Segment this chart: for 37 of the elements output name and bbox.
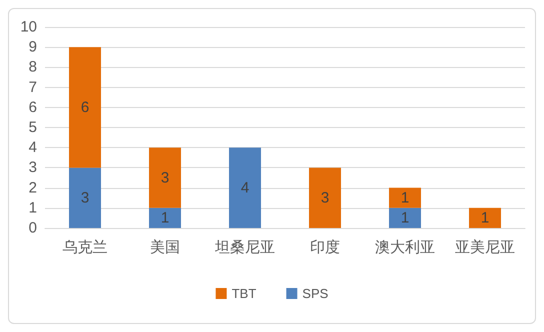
x-tick-label: 坦桑尼亚 — [214, 239, 275, 256]
y-tick-label: 4 — [28, 139, 37, 156]
legend-label: TBT — [232, 286, 256, 301]
data-label: 1 — [480, 209, 490, 226]
bar — [69, 47, 101, 168]
bar — [389, 188, 421, 208]
data-label: 6 — [80, 98, 90, 116]
y-tick-label: 0 — [28, 220, 37, 236]
bar — [69, 168, 101, 228]
y-tick-label: 6 — [28, 98, 37, 116]
y-tick-label: 10 — [20, 18, 37, 36]
data-label: 3 — [160, 169, 170, 186]
x-tick-label: 亚美尼亚 — [455, 239, 515, 256]
data-label: 3 — [80, 189, 90, 206]
bar — [149, 148, 181, 208]
legend-label: SPS — [302, 286, 329, 301]
bar — [309, 168, 341, 228]
y-tick-label: 8 — [28, 58, 37, 76]
data-label: 1 — [400, 209, 410, 226]
y-tick-label: 9 — [28, 38, 37, 56]
y-tick-label: 7 — [28, 78, 37, 96]
y-tick-label: 2 — [28, 179, 37, 196]
bar — [389, 208, 421, 228]
x-tick-label: 澳大利亚 — [375, 239, 435, 256]
bar — [469, 208, 501, 228]
data-label: 3 — [320, 189, 330, 206]
data-label: 1 — [400, 189, 410, 206]
data-label: 4 — [240, 179, 250, 196]
x-tick-label: 美国 — [150, 239, 180, 256]
x-tick-label: 乌克兰 — [62, 239, 108, 256]
y-tick-label: 1 — [28, 199, 37, 216]
x-tick-label: 印度 — [310, 239, 340, 256]
bar — [229, 148, 261, 228]
data-label: 1 — [160, 209, 170, 226]
bar — [149, 208, 181, 228]
y-tick-label: 5 — [28, 119, 37, 136]
y-tick-label: 3 — [28, 159, 37, 176]
